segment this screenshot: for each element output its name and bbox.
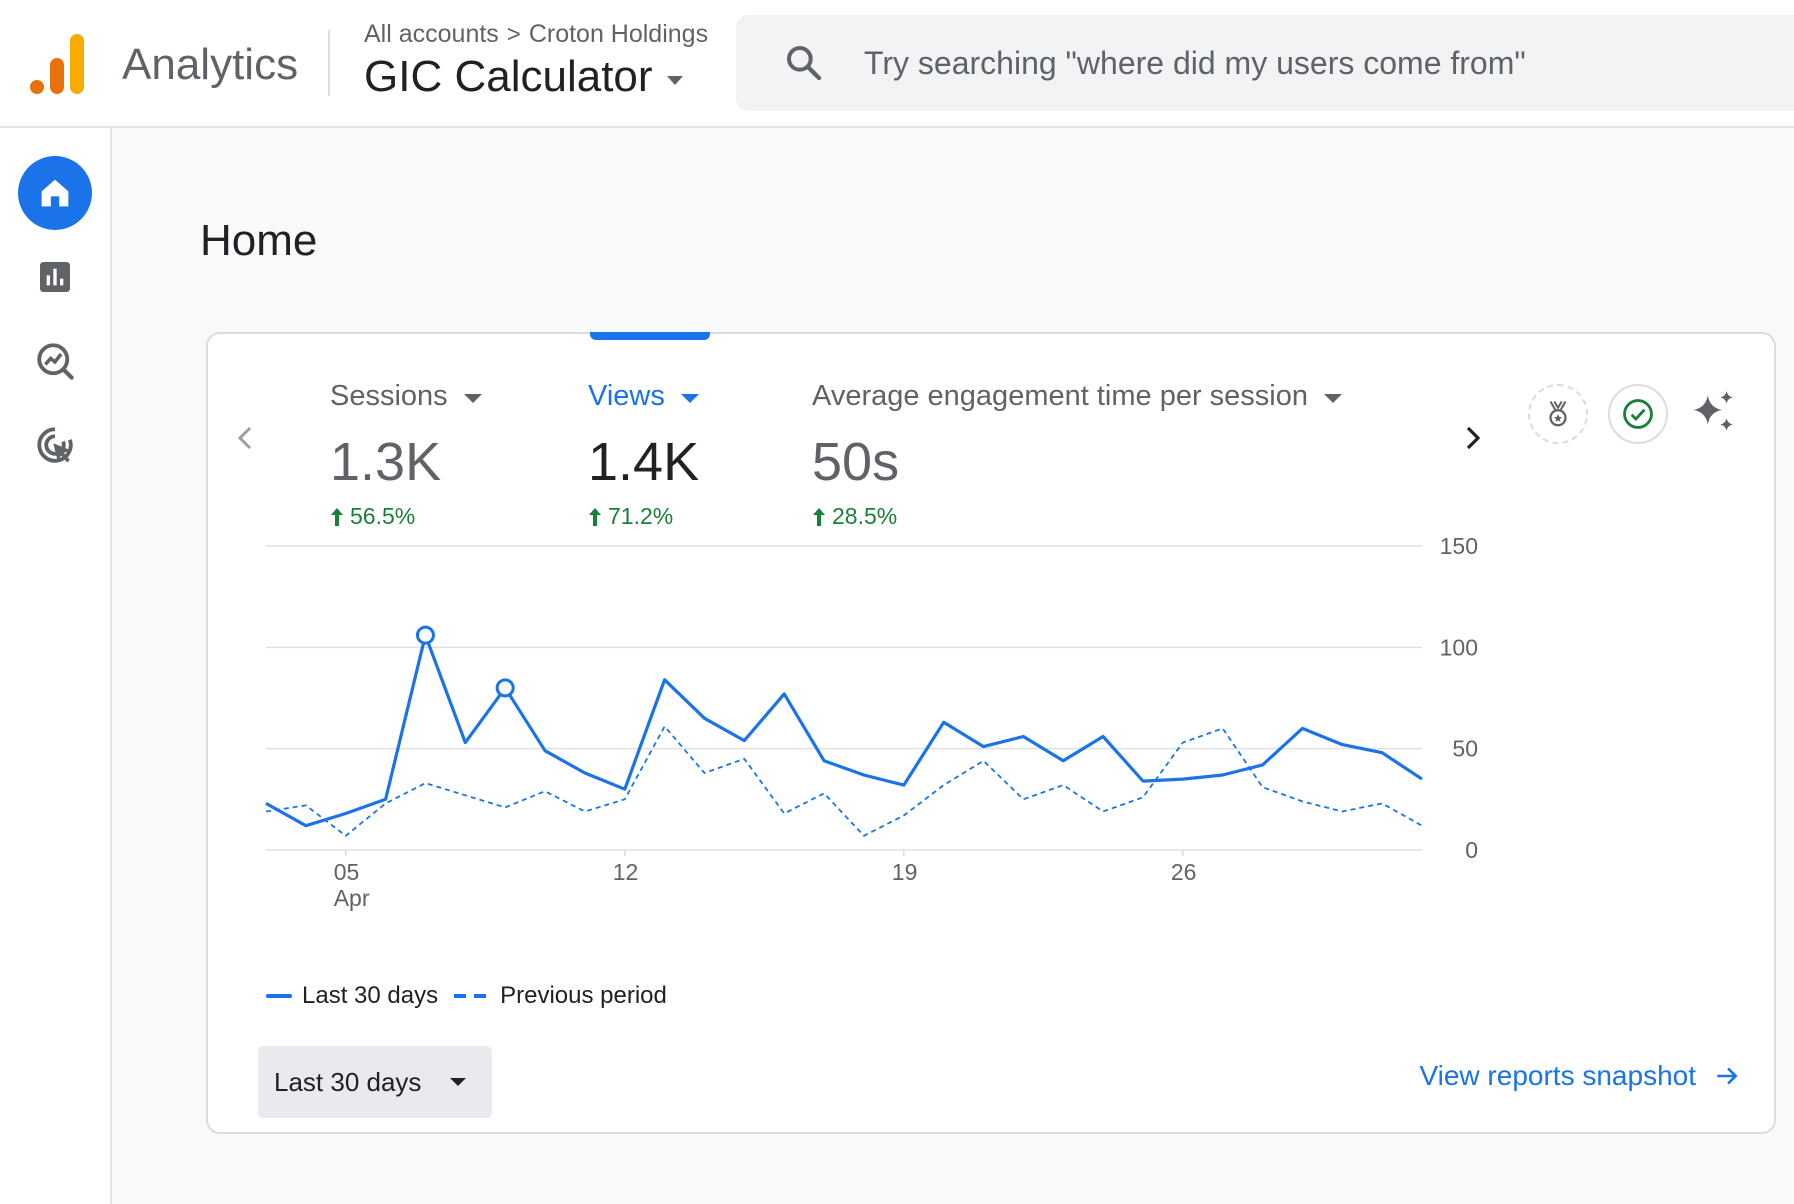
dropdown-caret-icon	[666, 75, 683, 85]
nav-home[interactable]	[18, 156, 92, 230]
metric-change: 56.5%	[330, 503, 482, 530]
active-tab-indicator	[590, 332, 710, 340]
overview-card: Sessions 1.3K 56.5% Views 1.4K 71.2% Ave…	[206, 332, 1776, 1134]
dropdown-caret-icon	[680, 394, 699, 403]
page-title: Home	[200, 216, 318, 265]
y-tick-label: 50	[1452, 736, 1478, 762]
metric-change: 71.2%	[588, 503, 699, 530]
nav-explore[interactable]	[18, 324, 92, 398]
advertising-icon	[37, 427, 73, 463]
dropdown-caret-icon	[1324, 394, 1342, 403]
check-circle-icon	[1623, 399, 1653, 429]
series-line-previous	[265, 725, 1423, 837]
legend-swatch-dashed	[454, 994, 489, 998]
legend-previous: Previous period	[500, 982, 667, 1009]
legend-swatch-solid	[266, 994, 292, 998]
left-nav	[0, 128, 112, 1204]
metric-change: 28.5%	[812, 503, 1342, 530]
arrow-up-icon	[589, 507, 601, 526]
arrow-up-icon	[813, 507, 825, 526]
metric-label[interactable]: Views	[588, 380, 699, 413]
property-name: GIC Calculator	[364, 52, 653, 101]
metric-views[interactable]: Views 1.4K 71.2%	[588, 380, 699, 530]
metric-value: 50s	[812, 432, 900, 492]
breadcrumb[interactable]: All accounts > Croton Holdings	[364, 20, 708, 49]
date-range-selector[interactable]: Last 30 days	[258, 1046, 492, 1118]
insights-button[interactable]	[1686, 384, 1742, 440]
metric-label[interactable]: Average engagement time per session	[812, 380, 1342, 413]
chart-legend: Last 30 days Previous period	[266, 982, 667, 1010]
status-button[interactable]	[1608, 384, 1668, 444]
series-line-current	[265, 633, 1423, 828]
breadcrumb-separator: >	[506, 20, 521, 48]
data-point-marker	[415, 625, 435, 645]
nav-advertising[interactable]	[18, 408, 92, 482]
y-tick-label: 100	[1440, 634, 1478, 660]
dropdown-caret-icon	[463, 394, 482, 403]
metric-engagement-time[interactable]: Average engagement time per session 50s …	[812, 380, 1342, 530]
sparkle-icon	[1693, 391, 1733, 431]
home-icon	[41, 179, 69, 207]
x-tick-sublabel: Apr	[334, 885, 370, 911]
metric-label[interactable]: Sessions	[330, 380, 482, 413]
y-tick-label: 0	[1465, 837, 1478, 863]
snapshot-label: View reports snapshot	[1419, 1060, 1696, 1091]
x-tick-label: 19	[892, 859, 918, 885]
legend-current: Last 30 days	[302, 982, 439, 1009]
divider	[328, 30, 330, 96]
explore-icon	[37, 343, 74, 380]
analytics-logo-icon[interactable]	[30, 34, 84, 94]
chevron-right-icon[interactable]	[1458, 416, 1488, 460]
view-reports-snapshot-link[interactable]: View reports snapshot	[1419, 1060, 1740, 1092]
y-tick-label: 150	[1440, 533, 1478, 559]
reports-icon	[40, 262, 70, 292]
metric-value: 1.3K	[330, 432, 442, 492]
dropdown-caret-icon	[450, 1078, 466, 1086]
property-selector[interactable]: GIC Calculator	[364, 52, 683, 102]
badge-button[interactable]	[1528, 384, 1588, 444]
x-tick-label: 12	[613, 859, 639, 885]
arrow-right-icon	[1717, 1067, 1738, 1085]
data-point-marker	[495, 678, 515, 698]
metric-value: 1.4K	[588, 432, 700, 492]
top-bar: Analytics All accounts > Croton Holdings…	[0, 0, 1794, 128]
breadcrumb-account[interactable]: Croton Holdings	[528, 20, 709, 48]
breadcrumb-root[interactable]: All accounts	[364, 20, 499, 48]
badge-icon	[1549, 400, 1567, 427]
search-icon	[787, 46, 822, 81]
nav-reports[interactable]	[18, 240, 92, 314]
x-tick-label: 26	[1171, 859, 1197, 885]
date-range-label: Last 30 days	[274, 1066, 422, 1097]
app-name: Analytics	[122, 40, 299, 89]
arrow-up-icon	[331, 507, 343, 526]
search-bar[interactable]: Try searching "where did my users come f…	[736, 15, 1794, 111]
chevron-left-icon[interactable]	[230, 416, 260, 460]
x-tick-label: 05	[334, 859, 360, 885]
metric-sessions[interactable]: Sessions 1.3K 56.5%	[330, 380, 482, 530]
search-placeholder: Try searching "where did my users come f…	[864, 45, 1526, 81]
